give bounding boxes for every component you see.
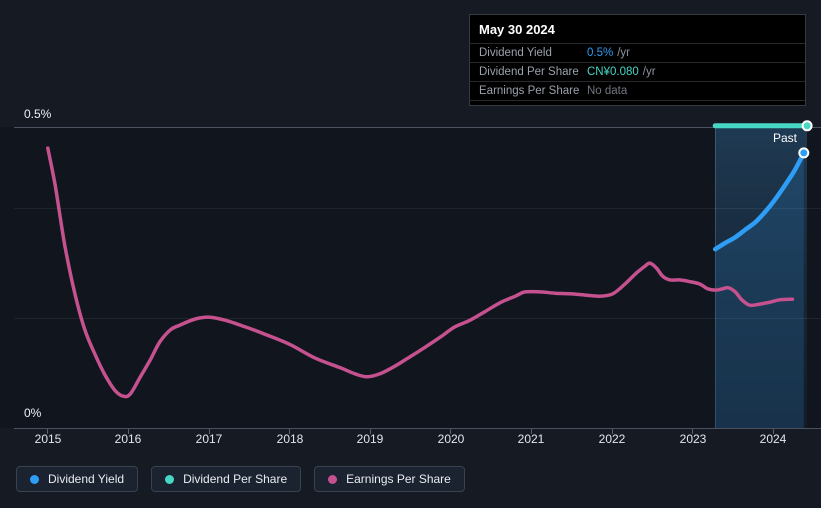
x-tick-2017 xyxy=(209,429,210,434)
gridline-mid-2 xyxy=(14,318,821,319)
x-tick-2018 xyxy=(289,429,290,434)
tooltip-date: May 30 2024 xyxy=(479,22,555,37)
x-tick-2020 xyxy=(450,429,451,434)
tooltip-row-dividend-yield: Dividend Yield 0.5% /yr xyxy=(470,43,805,62)
x-tick-2023 xyxy=(692,429,693,434)
dividend-per-share-end-marker xyxy=(801,120,813,132)
x-tick-2021 xyxy=(531,429,532,434)
tooltip: May 30 2024 Dividend Yield 0.5% /yr Divi… xyxy=(469,14,806,106)
tooltip-suffix-dividend-per-share: /yr xyxy=(642,66,656,78)
plot-area[interactable] xyxy=(0,127,821,428)
tooltip-label-dividend-yield: Dividend Yield xyxy=(479,47,552,59)
x-axis-line xyxy=(14,428,821,429)
tooltip-suffix-dividend-yield: /yr xyxy=(617,47,630,59)
tooltip-value-dividend-per-share: CN¥0.080 xyxy=(587,66,639,78)
tooltip-value-dividend-yield: 0.5% xyxy=(587,47,614,59)
x-tick-2015 xyxy=(47,429,48,434)
x-tick-2024 xyxy=(773,429,774,434)
x-label-2022: 2022 xyxy=(598,432,626,446)
x-tick-2016 xyxy=(128,429,129,434)
gridline-top xyxy=(14,127,821,128)
dividend-yield-area xyxy=(715,152,804,428)
past-label: Past xyxy=(772,131,797,145)
legend-item-earnings-per-share[interactable]: Earnings Per Share xyxy=(314,466,465,492)
legend: Dividend Yield Dividend Per Share Earnin… xyxy=(16,466,465,492)
tooltip-row-earnings-per-share: Earnings Per Share No data xyxy=(470,81,805,101)
x-label-2021: 2021 xyxy=(517,432,545,446)
legend-label-earnings-per-share: Earnings Per Share xyxy=(346,472,451,486)
gridline-mid-1 xyxy=(14,208,821,209)
legend-item-dividend-per-share[interactable]: Dividend Per Share xyxy=(151,466,302,492)
earnings-per-share-line xyxy=(46,146,795,399)
x-label-2024: 2024 xyxy=(759,432,787,446)
x-tick-2019 xyxy=(370,429,371,434)
legend-item-dividend-yield[interactable]: Dividend Yield xyxy=(16,466,139,492)
dividend-yield-end-marker xyxy=(798,147,810,159)
tooltip-row-dividend-per-share: Dividend Per Share CN¥0.080 /yr xyxy=(470,62,805,81)
x-label-2018: 2018 xyxy=(276,432,304,446)
x-label-2020: 2020 xyxy=(437,432,465,446)
y-axis-max-label: 0.5% xyxy=(24,107,52,121)
legend-label-dividend-yield: Dividend Yield xyxy=(48,472,125,486)
x-label-2017: 2017 xyxy=(195,432,223,446)
legend-label-dividend-per-share: Dividend Per Share xyxy=(183,472,288,486)
x-label-2015: 2015 xyxy=(34,432,62,446)
x-label-2016: 2016 xyxy=(114,432,142,446)
tooltip-label-earnings-per-share: Earnings Per Share xyxy=(479,85,580,97)
x-tick-2022 xyxy=(612,429,613,434)
dividend-per-share-dot-icon xyxy=(165,474,175,484)
x-label-2023: 2023 xyxy=(679,432,707,446)
y-axis-zero-label: 0% xyxy=(24,406,42,420)
tooltip-label-dividend-per-share: Dividend Per Share xyxy=(479,66,579,78)
earnings-per-share-dot-icon xyxy=(328,474,338,484)
tooltip-value-earnings-per-share: No data xyxy=(587,85,628,97)
dividend-yield-line xyxy=(712,150,807,252)
dividend-yield-dot-icon xyxy=(30,474,39,484)
x-label-2019: 2019 xyxy=(356,432,384,446)
